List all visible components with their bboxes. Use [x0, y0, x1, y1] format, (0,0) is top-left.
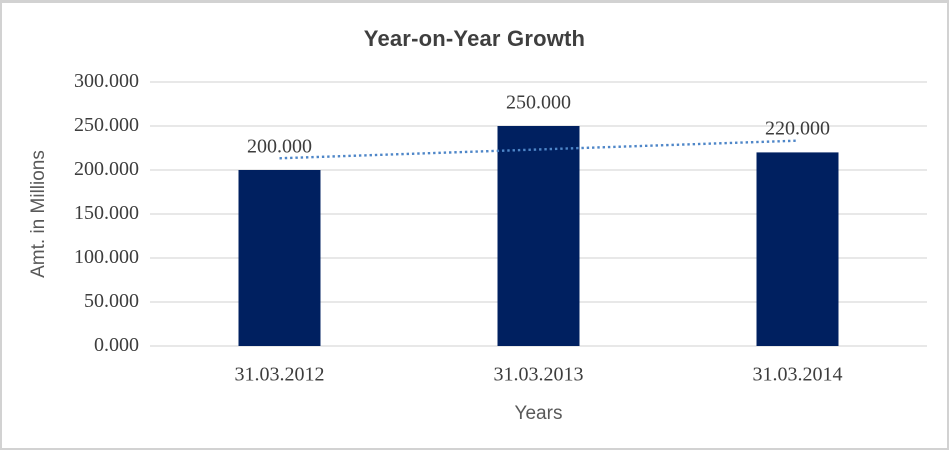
- bar: [497, 126, 580, 346]
- chart-title: Year-on-Year Growth: [363, 26, 586, 51]
- bar: [238, 170, 321, 346]
- plot-area: [150, 81, 927, 347]
- bar: [756, 152, 839, 346]
- trendline: [279, 139, 798, 160]
